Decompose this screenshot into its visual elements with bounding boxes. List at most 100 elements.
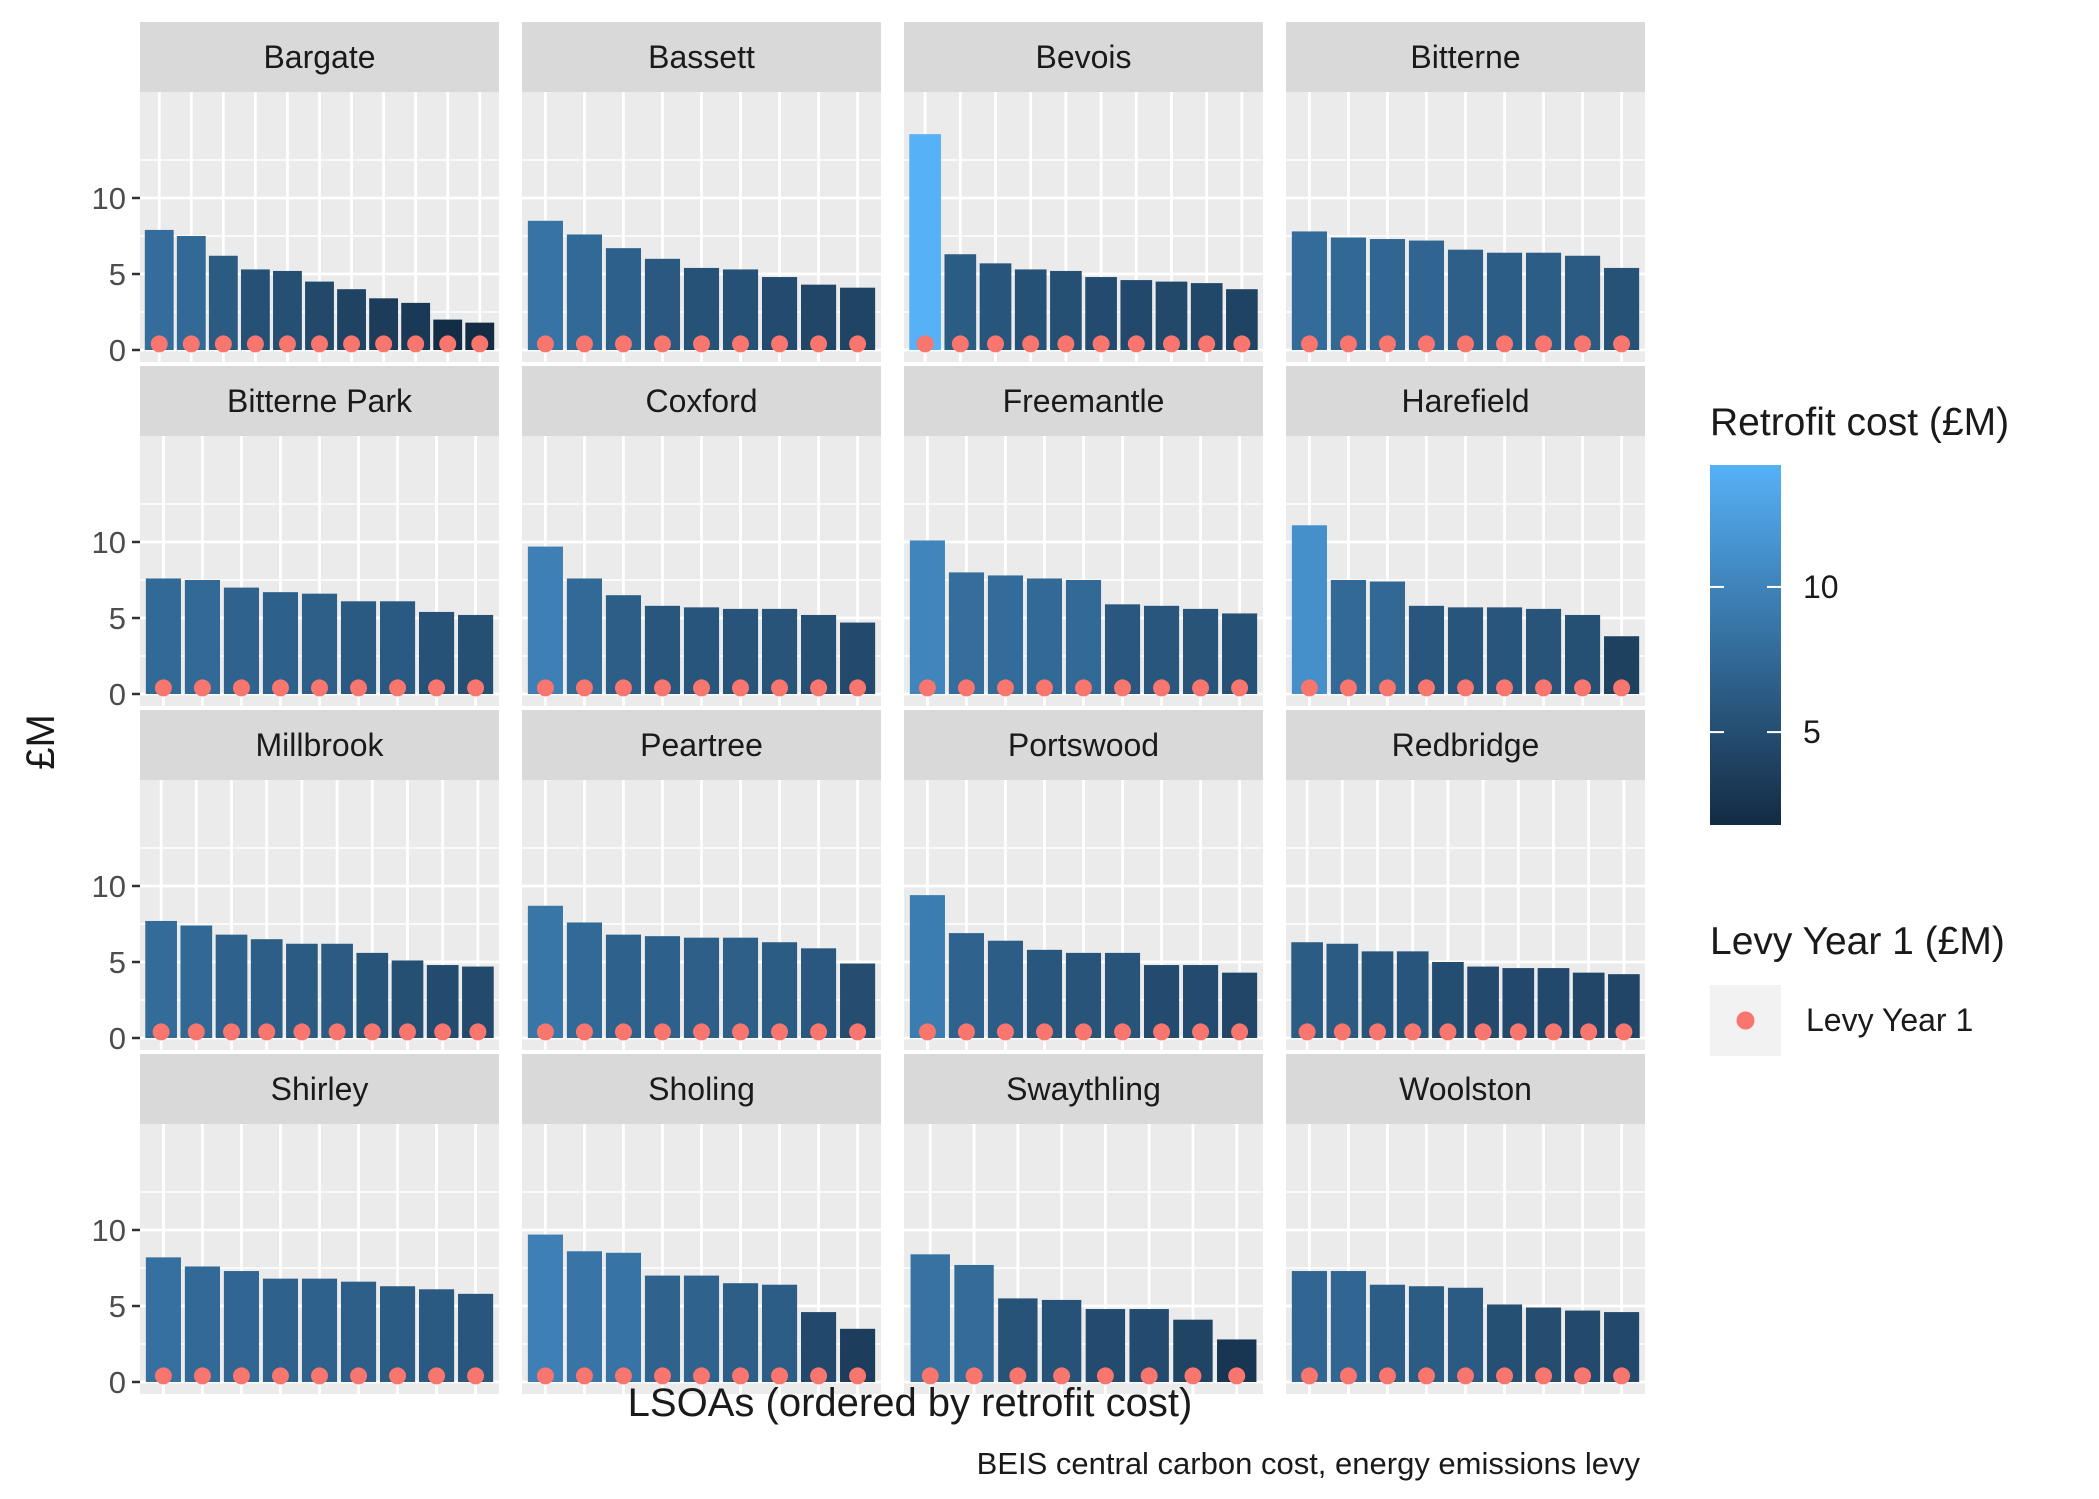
bar [987,940,1024,1038]
retrofit-cost-colorbar [1710,465,1781,825]
levy-point [732,1023,750,1041]
facet-strip [1286,710,1645,780]
bar [527,220,563,350]
facet-strip [140,366,499,436]
bar [215,934,248,1038]
levy-point [1127,335,1145,353]
levy-point [536,1023,554,1041]
bar [722,937,759,1038]
levy-point [232,1367,250,1385]
levy-point [693,1367,710,1385]
bar [1369,1284,1406,1382]
facet-title: Woolston [1399,1071,1532,1107]
levy-point [1544,1023,1562,1041]
y-tick-label: 0 [109,1365,126,1400]
bar [605,934,642,1038]
bar [1486,252,1523,350]
levy-point [1022,335,1040,353]
facet-strip [1286,22,1645,92]
facet-redbridge: Redbridge [1286,710,1645,1050]
facet-sholing: Sholing [522,1054,881,1394]
levy-point [732,679,750,697]
levy-point [732,335,750,353]
levy-point [1153,1023,1171,1041]
y-tick-label: 10 [92,181,126,216]
bar [419,1289,455,1382]
bar [566,922,602,1038]
bar [180,925,213,1038]
levy-point [918,679,936,697]
levy-point [951,335,969,353]
levy-point [223,1023,241,1041]
y-tick-label: 10 [92,1213,126,1248]
levy-point [1075,1023,1092,1041]
facet-title: Harefield [1401,383,1529,419]
levy-point [246,335,264,353]
levy-point [187,1023,205,1041]
bar [301,1278,338,1382]
levy-point [1140,1367,1158,1385]
facet-title: Peartree [640,727,763,763]
levy-point [271,679,289,697]
levy-point [957,1023,975,1041]
levy-point [849,1023,867,1041]
bar [1408,240,1445,350]
levy-legend: Levy Year 1 (£M) Levy Year 1 [1710,920,2005,1056]
levy-point [921,1367,939,1385]
y-tick-label: 10 [92,869,126,904]
bar [1291,525,1327,694]
bar [910,1254,950,1382]
facet-harefield: Harefield [1286,366,1645,706]
levy-point [771,1023,789,1041]
bar [954,1264,994,1382]
bar [1330,237,1366,350]
levy-point [311,679,328,697]
bar [262,592,299,694]
levy-point [1053,1367,1071,1385]
levy-point [311,335,328,353]
levy-point [693,335,710,353]
levy-point [471,335,489,353]
levy-legend-label: Levy Year 1 [1806,1002,1973,1038]
levy-point [987,335,1005,353]
facet-title: Bassett [648,39,755,75]
bar [1143,605,1180,694]
levy-point [1233,335,1251,353]
levy-point [343,335,361,353]
levy-point [536,679,554,697]
levy-point [1496,335,1514,353]
bar [527,546,563,694]
levy-point [575,679,593,697]
levy-point [407,335,425,353]
bar [1291,231,1327,350]
levy-point [1613,335,1631,353]
facet-bassett: Bassett [522,22,881,362]
y-tick-label: 0 [109,1021,126,1056]
bar [1369,239,1406,350]
bar [1291,942,1323,1038]
levy-point [350,679,368,697]
levy-point [536,1367,554,1385]
levy-point [1153,679,1171,697]
levy-point [1509,1023,1527,1041]
levy-point [154,679,172,697]
colorbar-ticks: 5 10 [1710,569,1839,750]
facet-coxford: Coxford [522,366,881,706]
retrofit-cost-legend-title: Retrofit cost (£M) [1710,401,2009,444]
levy-legend-title: Levy Year 1 (£M) [1710,920,2005,963]
levy-point [1035,679,1053,697]
facet-title: Bevois [1035,39,1131,75]
facet-peartree: Peartree [522,710,881,1050]
bar [566,234,602,350]
levy-point [154,1367,172,1385]
levy-point [232,679,250,697]
facet-strip [140,1054,499,1124]
facet-millbrook: Millbrook 0 5 10 [92,710,499,1056]
levy-point [1535,1367,1553,1385]
facet-strip [1286,1054,1645,1124]
facet-bitterne-park: Bitterne Park 0 5 10 [92,366,499,712]
x-axis-title: LSOAs (ordered by retrofit cost) [628,1381,1193,1425]
bar [761,942,798,1038]
bar [1565,255,1601,350]
levy-point [1231,679,1249,697]
